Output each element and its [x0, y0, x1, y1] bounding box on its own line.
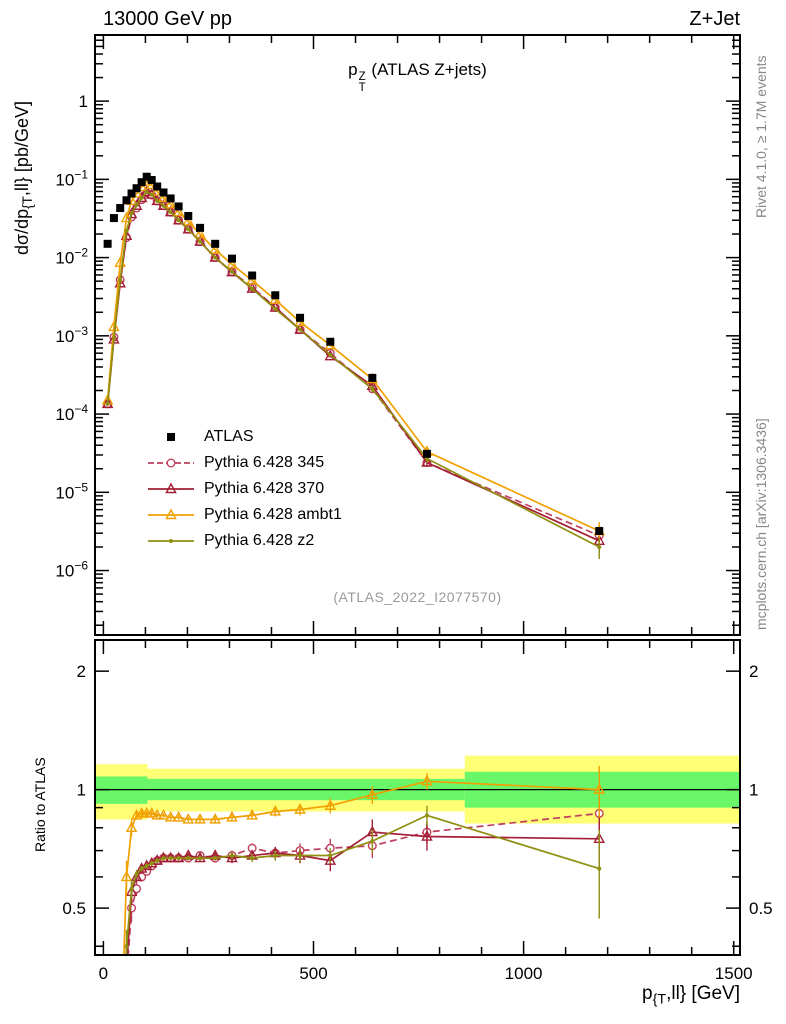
mcplots-reference-text: mcplots.cern.ch [arXiv:1306.3436] [753, 418, 769, 630]
ratio-y-tick-labels: 0.5 0.5 1 1 2 2 [62, 662, 772, 918]
legend-item-atlas: ATLAS [146, 424, 342, 450]
main-series-pythia-6-428-z2 [105, 189, 602, 560]
svg-text:2: 2 [77, 662, 86, 681]
ratio-series-pythia-6-428-ambt1 [120, 765, 606, 955]
svg-text:0.5: 0.5 [749, 899, 773, 918]
legend-item-pythia-6-428-ambt1: Pythia 6.428 ambt1 [146, 502, 342, 528]
ratio-series-pythia-6-428-z2 [124, 805, 602, 955]
rivet-version-text: Rivet 4.1.0, ≥ 1.7M events [753, 55, 769, 218]
svg-text:10−3: 10−3 [55, 324, 88, 346]
axis-ticks [95, 34, 740, 955]
legend-marker-triangle-icon [148, 508, 194, 520]
legend-label: Pythia 6.428 ambt1 [204, 506, 342, 523]
main-y-tick-labels: 1 10−1 10−2 10−3 10−4 10−5 10−6 [55, 92, 88, 580]
main-series-atlas [103, 172, 604, 536]
svg-text:1000: 1000 [505, 964, 543, 983]
beam-energy-title: 13000 GeV pp [103, 8, 232, 30]
svg-text:0: 0 [99, 964, 108, 983]
svg-text:1: 1 [749, 781, 758, 800]
svg-text:2: 2 [749, 662, 758, 681]
svg-text:1500: 1500 [715, 964, 753, 983]
process-title: Z+Jet [689, 8, 740, 30]
legend-label: Pythia 6.428 345 [204, 454, 325, 471]
legend: ATLAS Pythia 6.428 345 Pythia 6.428 370 Pyt… [146, 424, 342, 554]
legend-label: Pythia 6.428 370 [204, 480, 325, 497]
svg-text:500: 500 [299, 964, 327, 983]
legend-marker-triangle-icon [148, 482, 194, 494]
analysis-id-watermark: (ATLAS_2022_I2077570) [333, 589, 502, 605]
y-axis-label-main: dσ/dp{T,ll} [pb/GeV] [12, 101, 36, 255]
legend-item-pythia-6-428-z2: Pythia 6.428 z2 [146, 528, 342, 554]
svg-text:10−4: 10−4 [55, 402, 88, 424]
legend-marker-dot-icon [148, 539, 194, 543]
legend-item-pythia-6-428-345: Pythia 6.428 345 [146, 450, 342, 476]
svg-text:0.5: 0.5 [62, 899, 86, 918]
svg-text:10−5: 10−5 [55, 480, 88, 502]
svg-text:10−2: 10−2 [55, 246, 88, 268]
y-axis-label-ratio: Ratio to ATLAS [32, 757, 48, 852]
legend-label: Pythia 6.428 z2 [204, 532, 315, 549]
x-tick-labels: 0 500 1000 1500 [99, 964, 753, 983]
svg-text:1: 1 [77, 781, 86, 800]
svg-text:10−1: 10−1 [55, 167, 88, 189]
svg-text:1: 1 [79, 92, 88, 111]
legend-marker-circle-icon [148, 458, 194, 468]
legend-label: ATLAS [204, 428, 254, 445]
legend-item-pythia-6-428-370: Pythia 6.428 370 [146, 476, 342, 502]
x-axis-label: p{T,ll} [GeV] [642, 983, 740, 1008]
legend-marker-square-icon [167, 433, 175, 441]
panel-frames [94, 34, 741, 956]
svg-text:10−6: 10−6 [55, 559, 88, 581]
